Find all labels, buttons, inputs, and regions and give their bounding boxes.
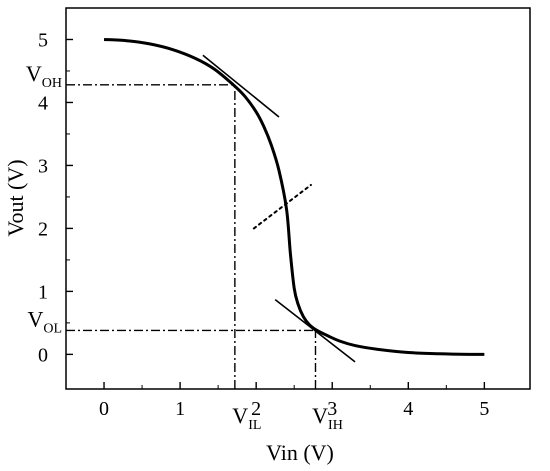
reference-lines xyxy=(66,84,317,389)
y-tick-label: 4 xyxy=(38,92,48,114)
dotted-tangent-line xyxy=(252,183,312,230)
x-tick-label: 4 xyxy=(403,398,413,420)
vtc-curve-line xyxy=(103,37,485,356)
y-tick-label: 5 xyxy=(38,29,48,51)
y-tick-label: 3 xyxy=(38,155,48,177)
annotation-v-oh: VOH xyxy=(26,61,62,91)
y-tick-label: 0 xyxy=(38,344,48,366)
x-axis-label: Vin (V) xyxy=(266,440,334,465)
tangent-lines xyxy=(202,54,356,363)
x-tick-label: 1 xyxy=(175,398,185,420)
annotation-v-il: VIL xyxy=(232,403,261,433)
x-tick-label: 2 xyxy=(251,398,261,420)
y-tick-label: 1 xyxy=(38,281,48,303)
x-tick-label: 0 xyxy=(99,398,109,420)
y-tick-label: 2 xyxy=(38,218,48,240)
tangent-line-1 xyxy=(202,54,280,118)
y-axis-label: Vout (V) xyxy=(3,159,28,236)
x-axis: 0 1 2 3 4 5 xyxy=(99,382,489,420)
annotation-v-ih: VIH xyxy=(312,403,343,433)
x-tick-label: 3 xyxy=(327,398,337,420)
x-tick-label: 5 xyxy=(479,398,489,420)
annotation-v-ol: VOL xyxy=(27,306,62,336)
y-axis: 0 1 2 3 4 5 xyxy=(38,29,73,366)
annotations: VOH VOL VIL VIH xyxy=(26,61,343,433)
plot-frame xyxy=(65,7,531,390)
